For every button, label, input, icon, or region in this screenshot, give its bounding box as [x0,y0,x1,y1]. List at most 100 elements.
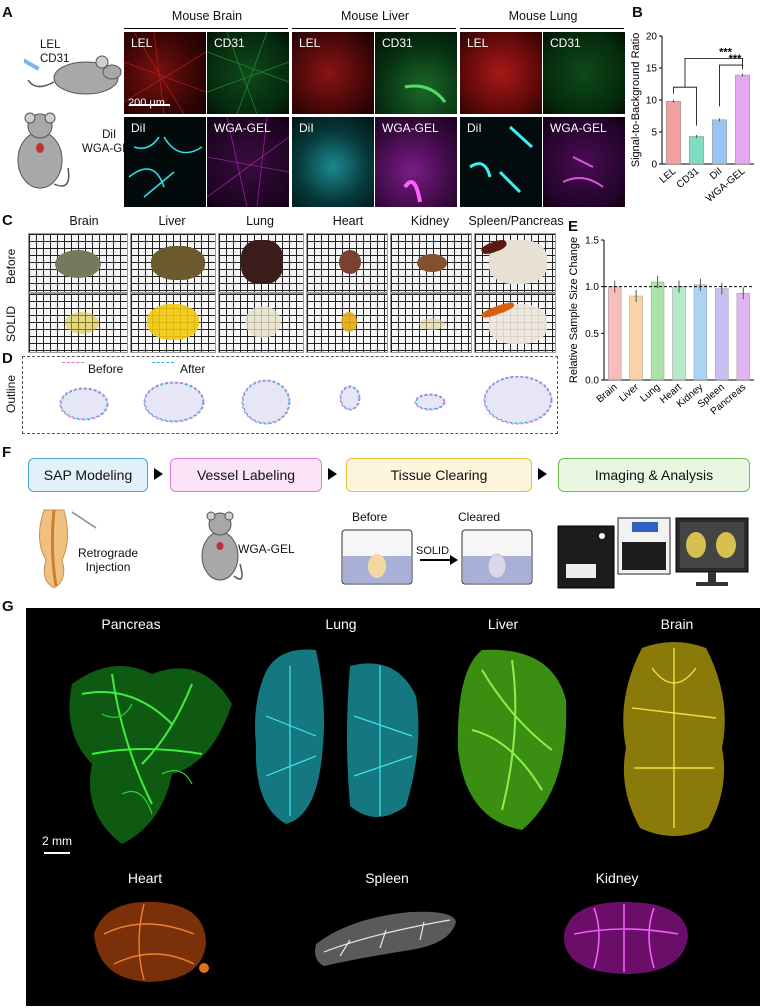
scalebar-line [44,852,70,854]
step-vessel-labeling: Vessel Labeling [170,458,322,492]
y-tick-label: 0 [651,160,657,171]
legend-after-label: After [180,362,206,376]
organ-header: Liver [158,214,186,228]
x-tick-label: CD31 [675,166,702,191]
step-arrow [538,468,547,480]
row-label-before: Before [4,248,18,284]
lightsheet-lung [255,649,419,824]
step-tissue-clearing: Tissue Clearing [346,458,532,492]
photo-kidney-solid [390,293,472,353]
photo-heart-before [306,233,388,293]
photo-lung-solid [218,293,304,353]
organ-header: Heart [332,214,364,228]
cleared-label: Cleared [458,510,501,524]
bar [672,286,686,381]
scalebar-label-g: 2 mm [42,834,72,848]
micrograph-brain-cd31: CD31 [207,32,289,114]
bar [629,295,643,381]
significance-bracket [719,64,743,107]
photo-brain-solid [28,293,128,353]
panel-label-f: F [2,444,12,461]
micrograph-brain-lel: LEL [124,32,206,114]
clearing-jars-illustration [341,529,533,585]
organ-header: Brain [69,214,99,228]
column-header-brain: Mouse Brain [171,9,243,23]
micrograph-brain-dil: DiI [124,117,206,207]
y-axis-label: Relative Sample Size Change [568,237,580,383]
divider [124,28,288,29]
outline-box [22,356,558,434]
organ-title-liver: Liver [487,616,519,632]
mouse1-label-lel: LEL [40,39,61,51]
organ-title-lung: Lung [325,616,357,632]
panel-label-a: A [2,4,13,21]
imaging-setup-illustration [557,517,749,589]
legend-after-swatch [152,362,174,363]
row-label-outline: Outline [4,374,18,413]
tile-label: LEL [467,36,489,50]
tile-label: DiI [131,121,146,135]
tile-label: WGA-GEL [550,121,607,135]
solid-label: SOLID [416,545,450,557]
y-tick-label: 0.5 [585,329,599,340]
legend-before-swatch [62,362,84,363]
organ-header: Spleen/Pancreas [468,214,564,228]
photo-heart-solid [306,293,388,353]
organ-title-pancreas: Pancreas [101,616,161,632]
lightsheet-liver [457,649,567,830]
tile-label: DiI [299,121,314,135]
tile-label: LEL [131,36,153,50]
micrograph-lung-cd31: CD31 [543,32,625,114]
x-tick-label: DiI [708,166,724,182]
tile-label: WGA-GEL [382,121,439,135]
significance-bracket [684,58,743,88]
before-label: Before [352,510,388,524]
micrograph-liver-cd31: CD31 [375,32,457,114]
tile-label: CD31 [382,36,413,50]
lightsheet-kidney [563,902,688,974]
micrograph-lung-dil: DiI [460,117,542,207]
photo-spleen-pancreas-before [474,233,556,293]
bar [608,286,622,381]
bar [736,292,750,381]
photo-brain-before [28,233,128,293]
y-tick-label: 20 [646,32,658,43]
organ-title-kidney: Kidney [595,870,639,886]
y-tick-label: 15 [646,64,658,75]
x-tick-label: Liver [617,381,641,404]
step-sap-modeling: SAP Modeling [28,458,148,492]
photo-liver-before [130,233,216,293]
bar [650,281,665,381]
y-axis-label: Signal-to-Background Ratio [630,33,642,168]
significance-marker: *** [729,53,743,65]
x-tick-label: Lung [638,382,662,405]
bar [715,288,729,381]
lightsheet-brain [623,642,725,836]
legend-before-label: Before [88,362,124,376]
organ-header: Lung [246,214,274,228]
mouse-illustration-dil [10,108,80,200]
divider [460,28,624,29]
panel-label-e: E [568,218,579,235]
micrograph-liver-wga: WGA-GEL [375,117,457,207]
bar [693,284,708,381]
step-arrow [328,468,337,480]
outline-shapes [59,376,553,425]
bar [689,136,704,165]
mouse2-label-wga: WGA-GEL [82,143,137,155]
lightsheet-pancreas [69,666,232,844]
tile-label: CD31 [214,36,245,50]
mouse-wga-label: WGA-GEL [238,542,295,556]
bar [735,74,750,165]
y-tick-label: 10 [646,96,658,107]
mouse-wga-illustration [201,511,243,581]
column-header-liver: Mouse Liver [340,9,410,23]
lightsheet-heart [94,901,209,982]
micrograph-brain-wga: WGA-GEL [207,117,289,207]
significance-marker: *** [719,46,733,58]
step-arrow [154,468,163,480]
tile-label: CD31 [550,36,581,50]
tile-label: WGA-GEL [214,121,271,135]
